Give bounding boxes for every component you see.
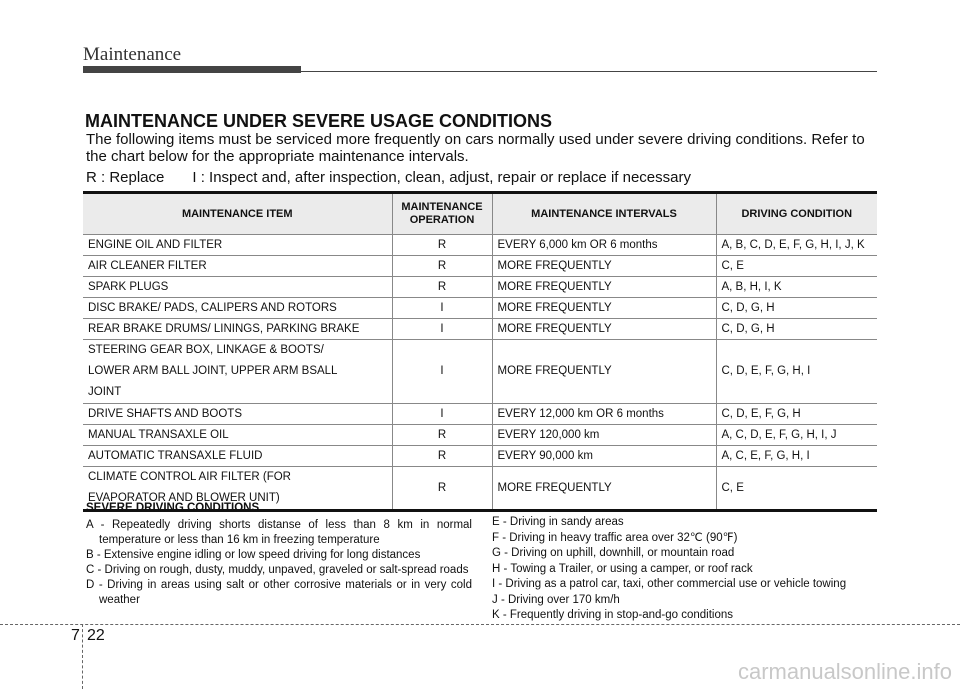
item-cell: ENGINE OIL AND FILTER (83, 234, 393, 256)
interval-cell: MORE FREQUENTLY (492, 276, 717, 298)
item-cell: STEERING GEAR BOX, LINKAGE & BOOTS/ LOWE… (83, 339, 393, 404)
header-rule (301, 71, 877, 72)
interval-cell: EVERY 6,000 km OR 6 months (492, 234, 717, 256)
operation-legend: R : Replace I : Inspect and, after inspec… (86, 169, 719, 186)
legend-inspect: I : Inspect and, after inspection, clean… (192, 169, 691, 186)
operation-cell: R (392, 234, 493, 256)
interval-cell: MORE FREQUENTLY (492, 318, 717, 340)
interval-cell: EVERY 12,000 km OR 6 months (492, 403, 717, 425)
condition-cell: A, B, H, I, K (716, 276, 877, 298)
interval-cell: MORE FREQUENTLY (492, 466, 717, 511)
operation-cell: R (392, 424, 493, 446)
condition-item: D - Driving in areas using salt or other… (86, 579, 472, 606)
item-cell: REAR BRAKE DRUMS/ LININGS, PARKING BRAKE (83, 318, 393, 340)
item-cell: DRIVE SHAFTS AND BOOTS (83, 403, 393, 425)
condition-item: G - Driving on uphill, downhill, or moun… (492, 547, 735, 559)
col-header-operation: MAINTENANCE OPERATION (392, 192, 493, 235)
operation-cell: R (392, 255, 493, 277)
chapter-number: 7 (71, 627, 80, 644)
condition-cell: A, C, E, F, G, H, I (716, 445, 877, 467)
table-row: MANUAL TRANSAXLE OIL R EVERY 120,000 km A, … (83, 424, 877, 446)
interval-cell: MORE FREQUENTLY (492, 339, 717, 404)
item-cell: AIR CLEANER FILTER (83, 255, 393, 277)
operation-cell: I (392, 297, 493, 319)
interval-cell: MORE FREQUENTLY (492, 255, 717, 277)
condition-item: E - Driving in sandy areas (492, 516, 624, 528)
table-row: STEERING GEAR BOX, LINKAGE & BOOTS/ LOWE… (83, 339, 877, 404)
section-header: Maintenance (83, 44, 182, 65)
condition-cell: C, D, G, H (716, 318, 877, 340)
condition-cell: C, E (716, 255, 877, 277)
condition-item: B - Extensive engine idling or low speed… (86, 549, 421, 561)
condition-cell: C, E (716, 466, 877, 511)
item-cell: AUTOMATIC TRANSAXLE FLUID (83, 445, 393, 467)
operation-cell: I (392, 318, 493, 340)
watermark: carmanualsonline.info (737, 659, 952, 684)
interval-cell: MORE FREQUENTLY (492, 297, 717, 319)
operation-cell: I (392, 403, 493, 425)
interval-cell: EVERY 120,000 km (492, 424, 717, 446)
condition-item: H - Towing a Trailer, or using a camper,… (492, 562, 753, 575)
condition-item: C - Driving on rough, dusty, muddy, unpa… (86, 564, 469, 576)
table-row: DISC BRAKE/ PADS, CALIPERS AND ROTORS I MO… (83, 297, 877, 319)
condition-item: I - Driving as a patrol car, taxi, other… (492, 578, 847, 590)
condition-item: J - Driving over 170 km/h (492, 593, 620, 606)
operation-cell: I (392, 339, 493, 404)
operation-cell: R (392, 445, 493, 467)
table-row: REAR BRAKE DRUMS/ LININGS, PARKING BRAKE… (83, 318, 877, 340)
table-row: AIR CLEANER FILTER R MORE FREQUENTLY C, E (83, 255, 877, 277)
item-cell: MANUAL TRANSAXLE OIL (83, 424, 393, 446)
table-row: DRIVE SHAFTS AND BOOTS I EVERY 12,000 km O… (83, 403, 877, 425)
condition-item: F - Driving in heavy traffic area over 3… (492, 531, 738, 544)
conditions-left: A - Repeatedly driving shorts distanse o… (86, 518, 472, 608)
col-header-item: MAINTENANCE ITEM (83, 192, 393, 235)
maintenance-table: MAINTENANCE ITEM MAINTENANCE OPERATION M… (83, 191, 877, 512)
table-row: CLIMATE CONTROL AIR FILTER (FOR EVAPORAT… (83, 466, 877, 511)
condition-cell: A, B, C, D, E, F, G, H, I, J, K (716, 234, 877, 256)
footer-vertical-divider (82, 624, 83, 689)
header-bar (83, 66, 301, 73)
col-header-condition: DRIVING CONDITION (716, 192, 877, 235)
table-row: ENGINE OIL AND FILTER R EVERY 6,000 km OR … (83, 234, 877, 256)
item-cell: SPARK PLUGS (83, 276, 393, 298)
table-row: AUTOMATIC TRANSAXLE FLUID R EVERY 90,000 k… (83, 445, 877, 467)
col-header-intervals: MAINTENANCE INTERVALS (492, 192, 717, 235)
operation-cell: R (392, 466, 493, 511)
operation-cell: R (392, 276, 493, 298)
condition-item: A - Repeatedly driving shorts distanse o… (86, 519, 472, 546)
condition-item: K - Frequently driving in stop-and-go co… (492, 609, 733, 621)
intro-text: The following items must be serviced mor… (86, 131, 865, 165)
conditions-right: E - Driving in sandy areas F - Driving in… (492, 515, 892, 624)
condition-cell: A, C, D, E, F, G, H, I, J (716, 424, 877, 446)
table-row: SPARK PLUGS R MORE FREQUENTLY A, B, H, I, K (83, 276, 877, 298)
legend-replace: R : Replace (86, 169, 165, 186)
condition-cell: C, D, E, F, G, H, I (716, 339, 877, 404)
severe-conditions-title: SEVERE DRIVING CONDITIONS (86, 502, 260, 514)
page-title: MAINTENANCE UNDER SEVERE USAGE CONDITION… (85, 111, 553, 131)
footer-divider (0, 624, 960, 625)
page-number: 22 (87, 627, 105, 644)
item-cell: CLIMATE CONTROL AIR FILTER (FOR EVAPORAT… (83, 466, 393, 511)
condition-cell: C, D, E, F, G, H (716, 403, 877, 425)
item-cell: DISC BRAKE/ PADS, CALIPERS AND ROTORS (83, 297, 393, 319)
interval-cell: EVERY 90,000 km (492, 445, 717, 467)
condition-cell: C, D, G, H (716, 297, 877, 319)
